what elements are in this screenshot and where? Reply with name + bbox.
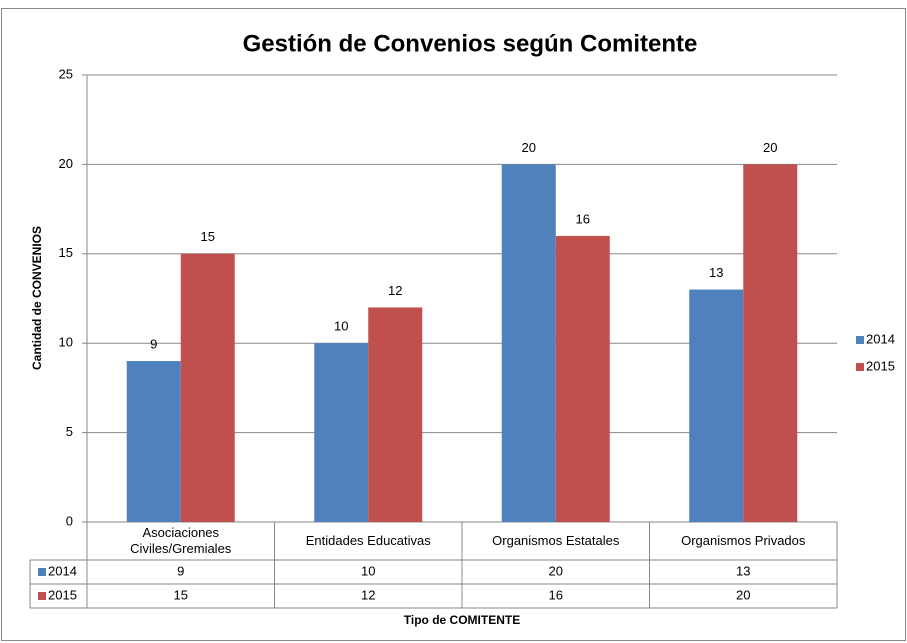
table-value: 13 — [736, 563, 750, 578]
chart-title: Gestión de Convenios según Comitente — [243, 30, 698, 57]
x-tick-label: Organismos Estatales — [492, 533, 620, 548]
bar — [501, 164, 556, 522]
data-label: 13 — [709, 265, 723, 280]
data-label: 9 — [150, 337, 157, 352]
table-legend-key — [38, 592, 46, 600]
data-label: 12 — [388, 283, 402, 298]
bar — [555, 235, 610, 523]
y-tick-label: 0 — [66, 513, 73, 528]
y-axis-label: Cantidad de CONVENIOS — [30, 226, 44, 370]
legend-label: 2014 — [866, 331, 895, 346]
bar — [743, 164, 798, 522]
data-label: 10 — [334, 319, 348, 334]
table-series-name: 2015 — [48, 587, 77, 602]
bar — [314, 343, 369, 522]
table-value: 20 — [736, 587, 750, 602]
data-label: 20 — [522, 140, 536, 155]
x-axis-label: Tipo de COMITENTE — [404, 613, 520, 627]
bar — [180, 253, 235, 523]
x-tick-label: Asociaciones Civiles/Gremiales — [130, 525, 232, 556]
data-label: 20 — [763, 140, 777, 155]
bar — [689, 289, 744, 522]
table-value: 20 — [549, 563, 563, 578]
table-value: 10 — [361, 563, 375, 578]
table-value: 12 — [361, 587, 375, 602]
y-tick-label: 5 — [66, 424, 73, 439]
table-value: 9 — [177, 563, 184, 578]
y-tick-label: 10 — [59, 335, 73, 350]
x-tick-label: Entidades Educativas — [305, 533, 431, 548]
y-tick-label: 25 — [59, 66, 73, 81]
legend-key — [856, 336, 864, 344]
x-tick-label: Organismos Privados — [681, 533, 806, 548]
table-legend-key — [38, 568, 46, 576]
data-label: 16 — [576, 211, 590, 226]
legend-label: 2015 — [866, 358, 895, 373]
table-series-name: 2014 — [48, 563, 77, 578]
bar — [368, 307, 423, 522]
table-value: 15 — [174, 587, 188, 602]
data-label: 15 — [201, 229, 215, 244]
table-value: 16 — [549, 587, 563, 602]
bar — [126, 361, 181, 522]
legend-key — [856, 363, 864, 371]
y-tick-label: 20 — [59, 156, 73, 171]
y-tick-label: 15 — [59, 245, 73, 260]
